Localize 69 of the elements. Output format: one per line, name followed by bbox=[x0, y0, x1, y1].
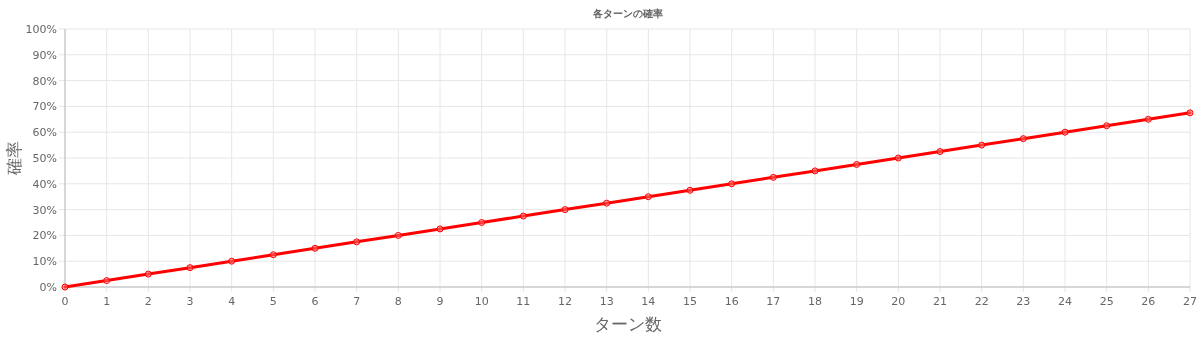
x-tick-label: 11 bbox=[516, 295, 531, 308]
y-tick-label: 80% bbox=[32, 74, 57, 88]
point bbox=[144, 270, 152, 278]
x-tick-label: 21 bbox=[933, 295, 947, 308]
x-tick-label: 23 bbox=[1016, 295, 1031, 308]
y-tick-label: 60% bbox=[32, 126, 57, 140]
point bbox=[978, 141, 986, 149]
point bbox=[728, 180, 736, 188]
x-axis-title: ターン数 bbox=[593, 314, 662, 334]
point bbox=[811, 167, 819, 175]
x-tick-label: 7 bbox=[353, 295, 361, 308]
x-tick-label: 0 bbox=[61, 295, 69, 308]
y-tick-label: 20% bbox=[32, 229, 57, 243]
point bbox=[603, 199, 611, 207]
x-tick-label: 24 bbox=[1058, 295, 1072, 308]
chart-title: 各ターンの確率 bbox=[591, 8, 663, 19]
x-tick-label: 9 bbox=[436, 295, 444, 308]
point bbox=[686, 186, 694, 194]
x-tick-label: 18 bbox=[808, 295, 822, 308]
x-tick-label: 13 bbox=[599, 295, 614, 308]
point bbox=[228, 257, 236, 265]
x-tick-label: 8 bbox=[394, 295, 402, 308]
point bbox=[186, 264, 194, 272]
x-tick-label: 19 bbox=[849, 295, 864, 308]
y-tick-label: 50% bbox=[32, 152, 57, 165]
point bbox=[1186, 109, 1194, 117]
x-tick-label: 2 bbox=[144, 295, 152, 308]
y-tick-label: 70% bbox=[32, 100, 57, 114]
x-tick-label: 16 bbox=[724, 295, 739, 308]
point bbox=[1061, 128, 1069, 136]
point bbox=[478, 219, 486, 226]
point bbox=[353, 238, 361, 246]
y-tick-label: 30% bbox=[32, 203, 57, 217]
x-tick-label: 15 bbox=[683, 295, 697, 308]
point bbox=[394, 231, 402, 239]
x-tick-label: 26 bbox=[1141, 295, 1156, 308]
y-axis-title: 確率 bbox=[4, 141, 24, 176]
x-tick-label: 14 bbox=[641, 295, 656, 308]
x-tick-label: 12 bbox=[558, 295, 572, 308]
point bbox=[561, 206, 569, 214]
point bbox=[769, 173, 777, 181]
point bbox=[853, 160, 861, 168]
x-tick-label: 3 bbox=[186, 295, 194, 308]
y-tick-label: 40% bbox=[32, 177, 57, 191]
y-tick-label: 10% bbox=[32, 255, 57, 269]
x-tick-label: 10 bbox=[474, 295, 489, 308]
point bbox=[1144, 115, 1152, 123]
point bbox=[1103, 122, 1111, 130]
x-tick-label: 22 bbox=[974, 295, 989, 308]
x-tick-label: 5 bbox=[269, 295, 277, 308]
point bbox=[519, 212, 527, 220]
y-tick-label: 100% bbox=[25, 23, 57, 36]
y-tick-label: 0% bbox=[39, 281, 57, 294]
point bbox=[436, 225, 444, 233]
point bbox=[894, 154, 902, 162]
x-tick-label: 25 bbox=[1099, 295, 1114, 308]
x-tick-label: 27 bbox=[1183, 295, 1197, 308]
x-tick-label: 1 bbox=[103, 295, 111, 308]
x-tick-label: 4 bbox=[228, 295, 236, 308]
y-tick-label: 90% bbox=[32, 48, 57, 62]
x-tick-label: 20 bbox=[891, 295, 906, 308]
point bbox=[644, 193, 652, 201]
point bbox=[936, 148, 944, 156]
point bbox=[1019, 135, 1027, 143]
x-tick-label: 17 bbox=[766, 295, 781, 308]
point bbox=[103, 277, 111, 285]
point bbox=[311, 244, 319, 252]
x-tick-label: 6 bbox=[311, 295, 319, 308]
point bbox=[269, 251, 277, 259]
